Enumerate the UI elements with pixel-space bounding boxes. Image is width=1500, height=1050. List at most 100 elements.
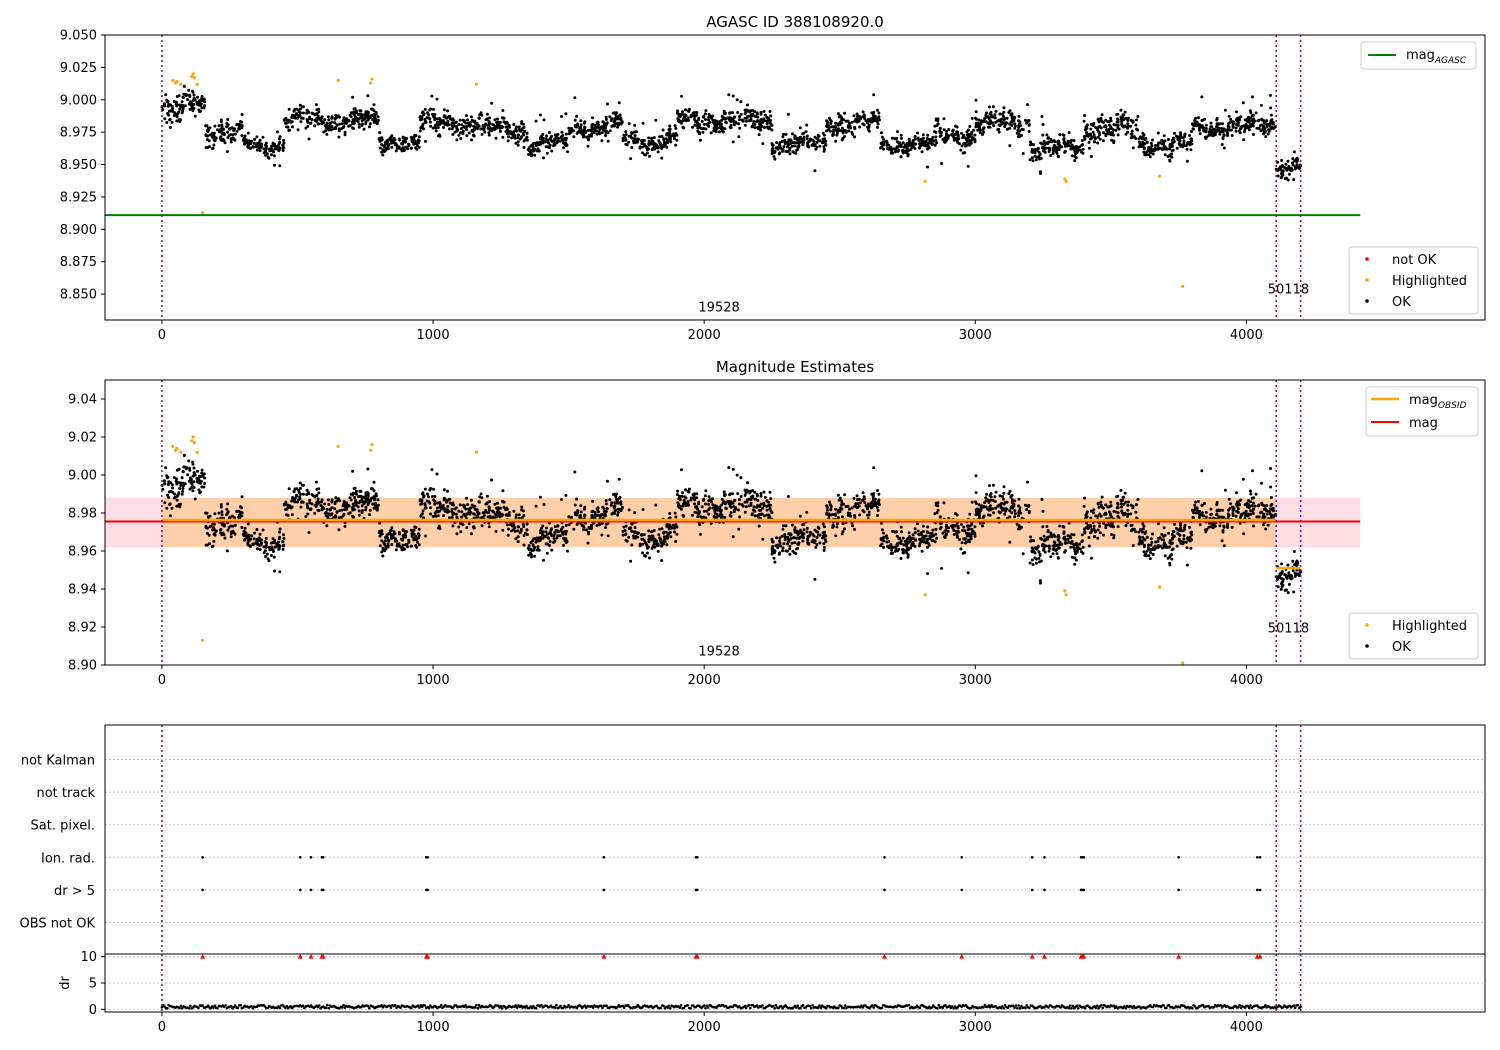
ok-point — [537, 539, 541, 543]
y-tick-label: 8.96 — [68, 545, 97, 560]
ok-point — [529, 541, 533, 544]
ok-point — [273, 541, 277, 545]
ok-point — [847, 129, 851, 133]
ok-point — [895, 136, 899, 140]
ok-point — [852, 496, 856, 500]
ok-point — [203, 482, 207, 485]
ok-point — [763, 113, 767, 117]
ok-point — [800, 535, 804, 539]
ok-point — [744, 490, 748, 494]
ok-point — [782, 132, 785, 136]
ok-point — [479, 492, 483, 496]
ok-point — [451, 133, 455, 136]
ok-point — [686, 500, 690, 504]
ok-point — [226, 528, 230, 532]
ok-point — [1203, 117, 1206, 121]
ok-point — [938, 131, 942, 135]
legend-label-highlighted: Highlighted — [1392, 274, 1467, 289]
ok-point — [566, 549, 569, 553]
ok-point — [693, 492, 696, 496]
ok-point — [310, 493, 314, 496]
ok-point — [579, 119, 583, 123]
ok-point — [763, 126, 766, 130]
ok-point — [914, 142, 918, 146]
ok-point — [498, 129, 502, 133]
ok-point — [320, 505, 324, 509]
ok-point — [674, 540, 678, 543]
ok-point — [561, 138, 565, 142]
ok-point — [424, 120, 428, 124]
ok-point — [1107, 120, 1111, 123]
ok-point — [378, 139, 382, 143]
ok-point — [823, 534, 827, 538]
ok-point — [188, 107, 192, 111]
ok-point — [736, 111, 740, 114]
ok-point — [325, 524, 329, 528]
ok-point — [822, 147, 826, 151]
ok-point — [525, 522, 529, 526]
ok-point — [442, 126, 445, 129]
ok-point — [656, 145, 660, 149]
ok-point — [459, 127, 463, 131]
ok-point — [369, 107, 373, 111]
ok-point — [1295, 159, 1299, 163]
ok-point — [266, 557, 270, 561]
ok-point — [169, 109, 173, 113]
ok-point — [378, 534, 382, 538]
ok-point — [293, 114, 297, 118]
ok-point — [181, 487, 185, 490]
ok-point — [421, 491, 425, 495]
ok-point — [423, 503, 427, 507]
ok-point — [414, 534, 418, 538]
ok-point — [556, 524, 560, 528]
ok-point — [668, 524, 672, 528]
ok-point — [457, 509, 461, 513]
ok-point — [368, 508, 372, 512]
ok-point — [1089, 137, 1092, 141]
ok-point — [743, 510, 747, 514]
ok-point — [1249, 125, 1253, 129]
ok-point — [853, 135, 856, 139]
ok-point — [306, 512, 310, 516]
ok-point — [630, 543, 634, 547]
ok-point — [241, 532, 245, 536]
ok-point — [223, 141, 227, 145]
ok-point — [191, 460, 195, 464]
ok-point — [255, 539, 259, 543]
ok-point — [751, 112, 755, 116]
ok-point — [433, 502, 437, 506]
y-tick-label: 8.950 — [60, 158, 97, 173]
ok-point — [366, 118, 370, 122]
ok-point — [375, 122, 379, 125]
ok-point — [410, 534, 414, 538]
ok-point — [647, 534, 651, 538]
ok-point — [562, 146, 565, 150]
ok-point — [178, 487, 182, 490]
ok-point — [188, 93, 192, 97]
ok-point — [316, 508, 320, 512]
ok-point — [629, 559, 633, 563]
ok-point — [400, 149, 404, 153]
ok-point — [326, 498, 330, 502]
ok-point — [195, 476, 199, 480]
ok-point — [593, 513, 597, 517]
ok-point — [587, 532, 590, 536]
ok-point — [901, 151, 905, 155]
ok-point — [229, 140, 233, 144]
ok-point — [674, 133, 678, 137]
ok-point — [616, 513, 620, 517]
ok-point — [482, 514, 486, 517]
ok-point — [446, 119, 450, 123]
legend-frame — [1360, 41, 1477, 70]
ok-point — [613, 119, 617, 123]
ok-point — [354, 503, 358, 507]
ok-point — [212, 526, 215, 529]
ok-point — [176, 111, 180, 115]
ok-point — [445, 510, 449, 514]
ok-point — [461, 132, 465, 136]
ok-point — [545, 151, 549, 155]
ok-point — [651, 535, 655, 539]
ok-point — [618, 121, 622, 125]
ok-point — [178, 505, 182, 509]
ok-point — [727, 117, 731, 121]
